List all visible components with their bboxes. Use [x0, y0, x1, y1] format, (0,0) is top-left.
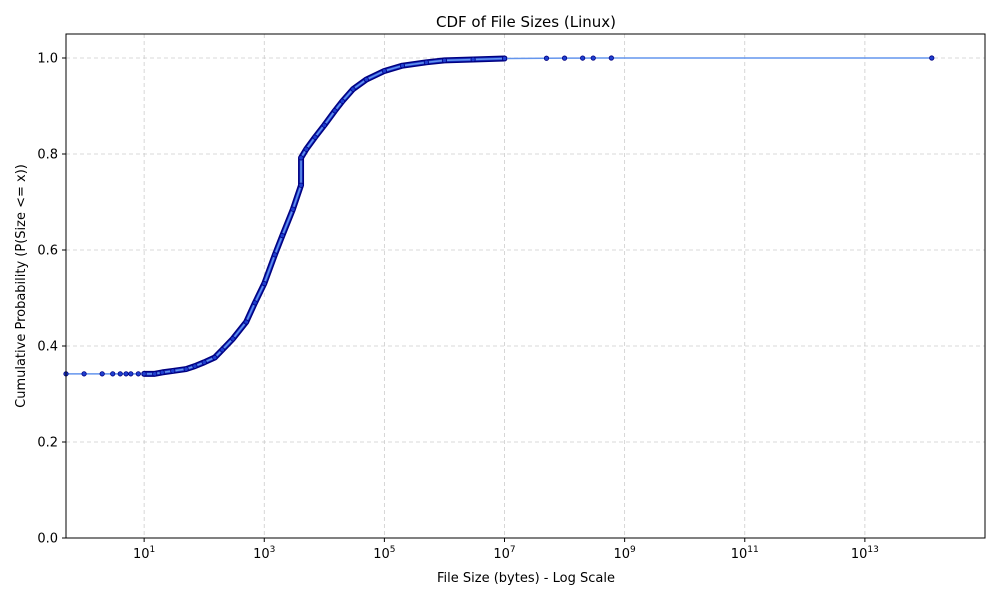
- cdf-data-point: [135, 371, 141, 377]
- cdf-data-point: [561, 55, 568, 61]
- cdf-data-point: [290, 206, 296, 212]
- cdf-series-line: [66, 57, 932, 375]
- cdf-data-point: [141, 371, 147, 377]
- cdf-data-point: [608, 55, 614, 61]
- cdf-data-point: [272, 252, 278, 258]
- x-tick-base: 10: [731, 547, 748, 562]
- data-layer: [63, 55, 935, 377]
- x-tick-label: 103: [253, 545, 275, 562]
- y-tick-label: 0.8: [37, 148, 58, 163]
- cdf-data-point: [423, 59, 429, 65]
- cdf-data-point: [501, 55, 508, 62]
- cdf-data-point: [312, 134, 318, 140]
- cdf-data-point: [128, 371, 134, 377]
- cdf-data-point: [399, 63, 406, 69]
- y-tick-label: 0.4: [37, 340, 58, 355]
- cdf-data-point: [321, 122, 327, 128]
- cdf-data-point: [381, 68, 387, 74]
- x-tick-label: 109: [613, 545, 636, 562]
- cdf-data-point: [152, 371, 158, 377]
- cdf-data-point: [81, 371, 87, 377]
- cdf-data-point: [123, 371, 129, 377]
- x-tick-exponent: 9: [630, 545, 636, 555]
- x-tick-base: 10: [253, 547, 270, 562]
- x-tick-exponent: 7: [510, 545, 516, 555]
- x-tick-exponent: 11: [747, 545, 758, 555]
- x-tick-label: 105: [373, 545, 395, 562]
- x-tick-exponent: 5: [390, 545, 396, 555]
- grid-layer: [66, 34, 985, 539]
- cdf-data-point: [298, 155, 304, 161]
- x-tick-base: 10: [133, 547, 150, 562]
- cdf-data-point: [261, 280, 267, 287]
- cdf-data-point: [99, 371, 105, 377]
- cdf-data-point: [332, 108, 338, 114]
- cdf-data-point: [230, 336, 236, 342]
- cdf-data-point: [170, 368, 176, 374]
- cdf-data-point: [298, 182, 304, 188]
- cdf-data-point: [279, 233, 285, 239]
- y-tick-label: 0.2: [37, 436, 58, 451]
- x-tick-base: 10: [613, 547, 630, 562]
- x-tick-label: 1013: [851, 545, 879, 562]
- cdf-data-point: [303, 146, 309, 152]
- cdf-data-point: [339, 98, 346, 104]
- chart-title: CDF of File Sizes (Linux): [436, 13, 616, 31]
- x-tick-exponent: 3: [270, 545, 276, 555]
- cdf-data-point: [243, 319, 249, 325]
- x-tick-base: 10: [851, 547, 868, 562]
- cdf-data-point: [117, 371, 123, 377]
- y-tick-label: 1.0: [37, 52, 58, 67]
- cdf-data-point: [350, 86, 356, 92]
- cdf-data-point: [183, 366, 189, 372]
- cdf-marker-band-fill: [144, 56, 505, 376]
- cdf-data-point: [159, 369, 165, 375]
- x-tick-base: 10: [373, 547, 390, 562]
- cdf-data-point: [590, 55, 596, 61]
- x-tick-label: 107: [493, 545, 515, 562]
- cdf-data-point: [201, 359, 207, 365]
- cdf-data-point: [219, 347, 225, 353]
- cdf-data-point: [470, 56, 476, 63]
- cdf-data-point: [110, 371, 116, 377]
- tick-layer: 101 103 105 107 109 1011 10130.00.20.40.60.81.…: [37, 52, 879, 563]
- cdf-marker-band: [141, 55, 508, 377]
- y-tick-label: 0.6: [37, 244, 58, 259]
- x-tick-exponent: 1: [150, 545, 156, 555]
- cdf-data-point: [212, 354, 218, 361]
- x-axis-label: File Size (bytes) - Log Scale: [437, 571, 615, 586]
- x-tick-base: 10: [493, 547, 510, 562]
- cdf-data-point: [441, 57, 448, 64]
- plot-frame: [65, 33, 986, 539]
- y-axis-label: Cumulative Probability (P(Size <= x)): [14, 164, 29, 408]
- x-tick-label: 101: [133, 545, 155, 562]
- cdf-data-point: [580, 55, 586, 61]
- cdf-data-point: [543, 55, 550, 61]
- cdf-data-point: [192, 363, 198, 369]
- y-tick-label: 0.0: [37, 532, 58, 547]
- x-tick-label: 1011: [731, 545, 759, 562]
- cdf-data-point: [929, 55, 935, 61]
- x-tick-exponent: 13: [867, 545, 878, 555]
- cdf-data-point: [363, 77, 369, 83]
- cdf-data-point: [252, 300, 258, 306]
